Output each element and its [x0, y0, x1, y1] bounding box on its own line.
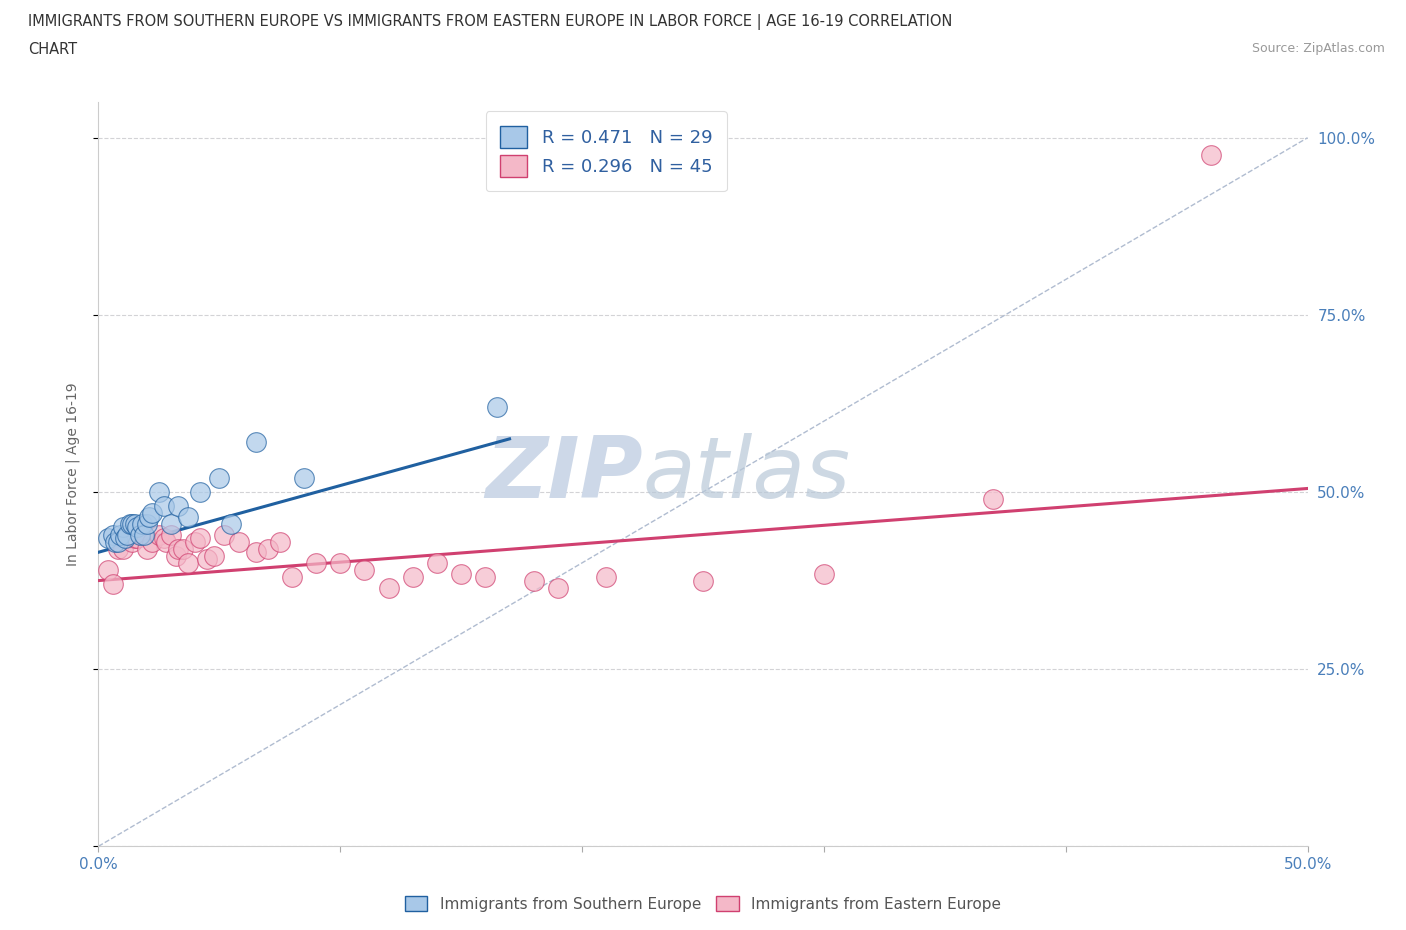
Point	[547, 580, 569, 595]
Point	[111, 541, 134, 556]
Point	[188, 531, 211, 546]
Legend: Immigrants from Southern Europe, Immigrants from Eastern Europe: Immigrants from Southern Europe, Immigra…	[398, 889, 1008, 918]
Point	[124, 531, 146, 546]
Point	[167, 498, 190, 513]
Point	[108, 527, 131, 542]
Point	[135, 541, 157, 556]
Point	[141, 506, 163, 521]
Point	[124, 516, 146, 531]
Point	[148, 485, 170, 499]
Point	[107, 534, 129, 549]
Text: ZIP: ZIP	[485, 432, 643, 516]
Point	[195, 551, 218, 566]
Point	[292, 471, 315, 485]
Point	[221, 516, 243, 531]
Point	[121, 516, 143, 531]
Point	[165, 549, 187, 564]
Point	[97, 563, 120, 578]
Point	[128, 527, 150, 542]
Point	[118, 527, 141, 542]
Text: atlas: atlas	[643, 432, 851, 516]
Point	[177, 510, 200, 525]
Point	[114, 531, 136, 546]
Point	[450, 566, 472, 581]
Point	[813, 566, 835, 581]
Point	[135, 516, 157, 531]
Point	[329, 555, 352, 570]
Point	[127, 520, 149, 535]
Point	[127, 531, 149, 546]
Point	[353, 563, 375, 578]
Point	[177, 555, 200, 570]
Point	[117, 531, 139, 546]
Point	[160, 527, 183, 542]
Y-axis label: In Labor Force | Age 16-19: In Labor Force | Age 16-19	[66, 382, 80, 566]
Point	[117, 527, 139, 542]
Point	[981, 492, 1004, 507]
Legend: R = 0.471   N = 29, R = 0.296   N = 45: R = 0.471 N = 29, R = 0.296 N = 45	[485, 112, 727, 192]
Point	[121, 534, 143, 549]
Point	[188, 485, 211, 499]
Point	[523, 573, 546, 588]
Point	[131, 516, 153, 531]
Point	[377, 580, 399, 595]
Point	[256, 541, 278, 556]
Point	[160, 516, 183, 531]
Text: Source: ZipAtlas.com: Source: ZipAtlas.com	[1251, 42, 1385, 55]
Point	[269, 534, 291, 549]
Point	[245, 435, 267, 450]
Point	[245, 545, 267, 560]
Text: IMMIGRANTS FROM SOUTHERN EUROPE VS IMMIGRANTS FROM EASTERN EUROPE IN LABOR FORCE: IMMIGRANTS FROM SOUTHERN EUROPE VS IMMIG…	[28, 14, 952, 30]
Point	[167, 541, 190, 556]
Point	[152, 498, 174, 513]
Point	[426, 555, 449, 570]
Point	[281, 569, 304, 584]
Point	[595, 569, 617, 584]
Point	[305, 555, 328, 570]
Point	[148, 527, 170, 542]
Point	[97, 531, 120, 546]
Point	[104, 534, 127, 549]
Point	[138, 510, 160, 525]
Point	[101, 527, 124, 542]
Point	[184, 534, 207, 549]
Point	[228, 534, 250, 549]
Point	[118, 516, 141, 531]
Point	[141, 534, 163, 549]
Text: CHART: CHART	[28, 42, 77, 57]
Point	[172, 541, 194, 556]
Point	[486, 400, 509, 415]
Point	[155, 534, 177, 549]
Point	[152, 531, 174, 546]
Point	[131, 527, 153, 542]
Point	[474, 569, 496, 584]
Point	[111, 520, 134, 535]
Point	[107, 541, 129, 556]
Point	[101, 577, 124, 591]
Point	[208, 471, 231, 485]
Point	[204, 549, 226, 564]
Point	[1199, 148, 1222, 163]
Point	[402, 569, 425, 584]
Point	[212, 527, 235, 542]
Point	[692, 573, 714, 588]
Point	[134, 527, 156, 542]
